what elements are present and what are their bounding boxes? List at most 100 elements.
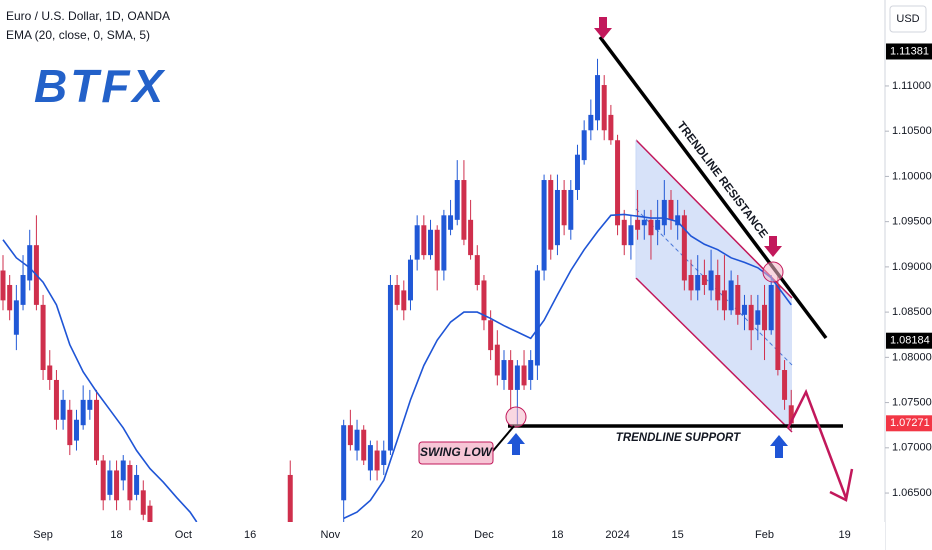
candle-body	[367, 445, 373, 471]
x-tick-label: Oct	[175, 529, 192, 541]
x-tick-label: 15	[672, 529, 684, 541]
candle-body	[347, 425, 353, 446]
candle-body	[508, 360, 514, 390]
candle-body	[53, 379, 59, 420]
candle-body	[87, 399, 93, 410]
candle-body	[741, 304, 747, 315]
candle-body	[421, 225, 427, 256]
y-tick-label: 1.10500	[892, 125, 932, 137]
y-tick-label: 1.09000	[892, 261, 932, 273]
x-tick-label: Sep	[33, 529, 53, 541]
candle-body	[20, 275, 26, 305]
price-badge-label: 1.08184	[890, 335, 930, 347]
x-tick-label: 20	[411, 529, 423, 541]
candle-body	[494, 344, 500, 376]
candle-body	[120, 460, 126, 481]
x-tick-label: 18	[551, 529, 563, 541]
axes: 1.06500 1.07000 1.07500 1.08000 1.08500 1.090…	[33, 43, 932, 541]
candle-body	[27, 245, 33, 281]
candle-body	[608, 114, 614, 141]
y-tick-label: 1.06500	[892, 487, 932, 499]
candle-body	[441, 215, 447, 271]
candle-body	[775, 284, 781, 371]
currency-box	[889, 5, 927, 33]
swing-box	[418, 441, 494, 465]
candle-body	[528, 360, 534, 380]
projection-arrowhead	[829, 468, 854, 502]
candle-body	[414, 225, 420, 260]
y-tick-label: 1.11000	[892, 80, 931, 92]
candle-body	[100, 460, 106, 501]
candle-body	[488, 320, 494, 351]
candle-body	[574, 154, 580, 190]
plot-area	[635, 139, 793, 433]
swing-circle	[505, 406, 527, 428]
touch-circle	[762, 261, 784, 283]
channel-mid	[635, 208, 793, 366]
candle-body	[13, 300, 19, 335]
chart-title: Euro / U.S. Dollar, 1D, OANDA	[6, 9, 170, 23]
candle-body	[481, 280, 487, 321]
candle-body	[581, 130, 587, 161]
candle-body	[94, 399, 100, 461]
candle-body	[681, 215, 687, 281]
candle-body	[387, 284, 393, 451]
candle-body	[715, 275, 721, 301]
swing-label: SWING LOW	[420, 445, 494, 459]
y-tick-label: 1.08000	[892, 351, 932, 363]
candle-body	[554, 189, 560, 246]
ema-line	[2, 213, 792, 522]
candle-body	[541, 180, 547, 271]
currency: USD	[896, 13, 919, 25]
x-tick-label: 19	[839, 529, 851, 541]
price-badge	[886, 415, 932, 432]
candle-body	[548, 180, 554, 250]
candle-body	[361, 429, 367, 461]
candle-body	[668, 199, 674, 220]
up-arrow	[770, 435, 788, 458]
candle-body	[47, 365, 53, 380]
indicator-label: EMA (20, close, 0, SMA, 5)	[6, 28, 150, 42]
projection-arrow	[786, 388, 848, 499]
candle-body	[354, 429, 360, 451]
y-tick-label: 1.10000	[892, 170, 932, 182]
down-arrow	[764, 236, 782, 257]
candle-body	[514, 365, 520, 390]
candle-body	[655, 219, 661, 230]
candle-body	[501, 360, 507, 380]
candle-body	[468, 219, 474, 256]
candle-body	[341, 425, 347, 501]
candle-body	[735, 284, 741, 315]
x-tick-label: 2024	[605, 529, 629, 541]
candle-body	[454, 180, 460, 220]
candle-body	[755, 310, 761, 325]
support-label: TRENDLINE SUPPORT	[616, 432, 741, 444]
candle-body	[114, 470, 120, 501]
candle-body	[695, 275, 701, 291]
candle-body	[107, 470, 113, 495]
candle-body	[568, 189, 574, 230]
x-tick-label: 16	[244, 529, 256, 541]
channel-bottom	[635, 277, 793, 433]
swing-pointer	[491, 425, 515, 453]
candle-body	[407, 259, 413, 301]
price-badge-label: 1.07271	[890, 417, 930, 429]
time-axis	[0, 522, 885, 550]
price-badge	[886, 332, 932, 349]
candle-body	[80, 399, 86, 426]
candle-body	[595, 75, 601, 121]
candle-body	[762, 304, 768, 331]
candle-body	[461, 180, 467, 240]
candle-body	[788, 405, 794, 424]
up-arrow	[507, 433, 525, 455]
down-arrow	[594, 17, 612, 39]
candle-body	[641, 219, 647, 226]
y-tick-label: 1.07000	[892, 442, 932, 454]
candle-body	[40, 304, 46, 371]
candle-body	[782, 370, 788, 400]
candle-body	[701, 275, 707, 285]
candle-body	[474, 255, 480, 285]
resistance-line	[598, 35, 828, 340]
candle-body	[434, 229, 440, 271]
